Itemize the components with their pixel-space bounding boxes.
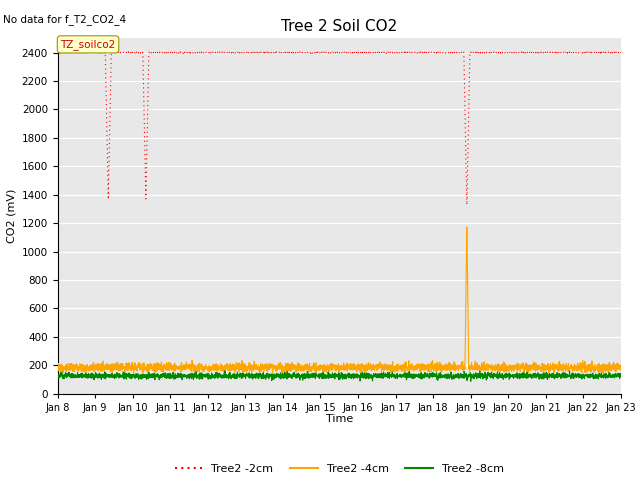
Text: No data for f_T2_CO2_4: No data for f_T2_CO2_4: [3, 14, 126, 25]
Legend: Tree2 -2cm, Tree2 -4cm, Tree2 -8cm: Tree2 -2cm, Tree2 -4cm, Tree2 -8cm: [170, 459, 508, 479]
Y-axis label: CO2 (mV): CO2 (mV): [6, 189, 16, 243]
Title: Tree 2 Soil CO2: Tree 2 Soil CO2: [281, 20, 397, 35]
X-axis label: Time: Time: [326, 414, 353, 424]
Text: TZ_soilco2: TZ_soilco2: [60, 39, 116, 50]
